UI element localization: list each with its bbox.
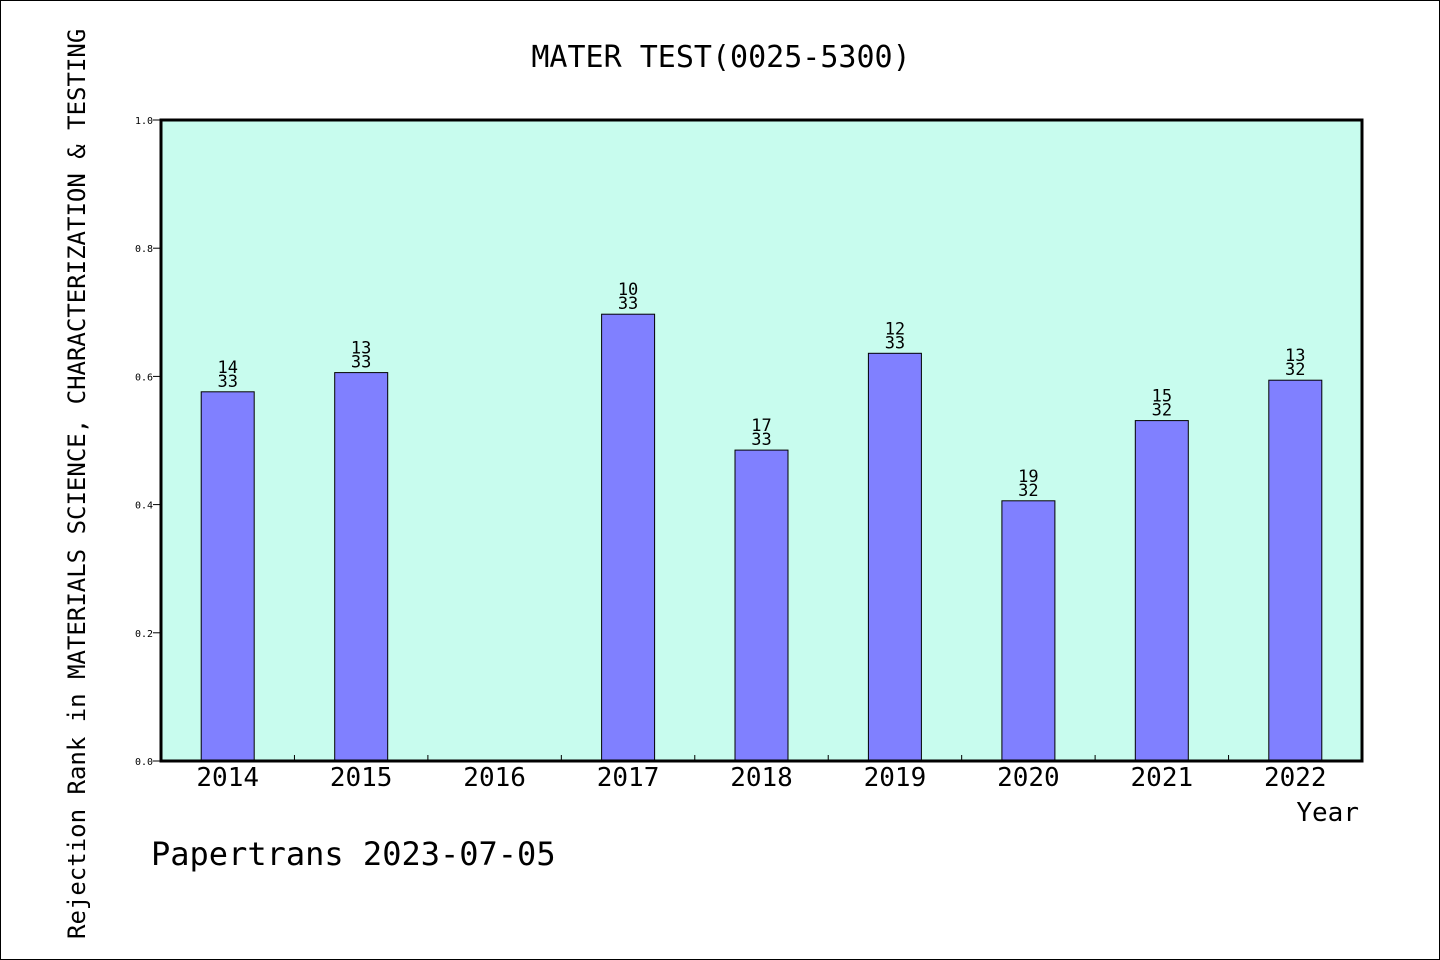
- plot-border: [159, 118, 1364, 763]
- chart-title: MATER TEST(0025-5300): [531, 40, 910, 75]
- bar-2022: [1268, 379, 1323, 762]
- bar-2015: [334, 372, 389, 762]
- bar-total-label-2017: 33: [618, 294, 638, 314]
- bar-total-label-2022: 32: [1285, 360, 1305, 380]
- bar-rank-label-2019: 12: [885, 319, 905, 339]
- bar-2017: [601, 313, 656, 762]
- y-tick-label-5: 1.0: [135, 116, 153, 127]
- y-axis-label: Rejection Rank in MATERIALS SCIENCE, CHA…: [63, 29, 91, 939]
- x-tick-label-2018: 2018: [730, 763, 793, 793]
- bar-total-label-2020: 32: [1018, 481, 1038, 501]
- bar-2020: [1001, 500, 1056, 762]
- x-tick-label-2019: 2019: [864, 763, 927, 793]
- x-tick-label-2022: 2022: [1264, 763, 1327, 793]
- bar-rank-label-2021: 15: [1152, 387, 1172, 407]
- x-tick-label-2015: 2015: [330, 763, 393, 793]
- bar-rank-label-2014: 14: [217, 358, 237, 378]
- x-tick-label-2017: 2017: [597, 763, 660, 793]
- bar-rank-label-2015: 13: [351, 339, 371, 359]
- y-tick-label-3: 0.6: [135, 372, 153, 383]
- bar-total-label-2015: 33: [351, 353, 371, 373]
- y-axis: 0.0 0.2 0.4 0.6 0.8 1.0: [135, 116, 161, 768]
- bar-rank-label-2017: 10: [618, 280, 638, 300]
- bar-rank-label-2018: 17: [751, 416, 771, 436]
- bar-2014: [200, 391, 255, 762]
- y-tick-label-2: 0.4: [135, 501, 153, 512]
- y-tick-label-0: 0.0: [135, 757, 153, 768]
- x-tick-label-2014: 2014: [196, 763, 259, 793]
- x-axis-label: Year: [1296, 798, 1359, 828]
- x-axis: 2014 2015 2016 2017 2018 2019 2020 2021 2022: [196, 755, 1327, 793]
- bar-total-label-2018: 33: [751, 430, 771, 450]
- bar-rank-label-2022: 13: [1285, 346, 1305, 366]
- bar-total-label-2021: 32: [1152, 401, 1172, 421]
- bar-2018: [734, 449, 789, 762]
- x-tick-label-2021: 2021: [1131, 763, 1194, 793]
- bar-total-label-2014: 33: [217, 372, 237, 392]
- x-tick-label-2020: 2020: [997, 763, 1060, 793]
- bar-rank-label-2020: 19: [1018, 467, 1038, 487]
- bar-2021: [1134, 420, 1189, 762]
- bars-group: [200, 313, 1323, 762]
- bar-total-label-2019: 33: [885, 333, 905, 353]
- y-tick-label-4: 0.8: [135, 244, 153, 255]
- footer-credit: Papertrans 2023-07-05: [151, 835, 556, 873]
- y-tick-label-1: 0.2: [135, 629, 153, 640]
- bar-2019: [867, 352, 922, 762]
- x-tick-label-2016: 2016: [463, 763, 526, 793]
